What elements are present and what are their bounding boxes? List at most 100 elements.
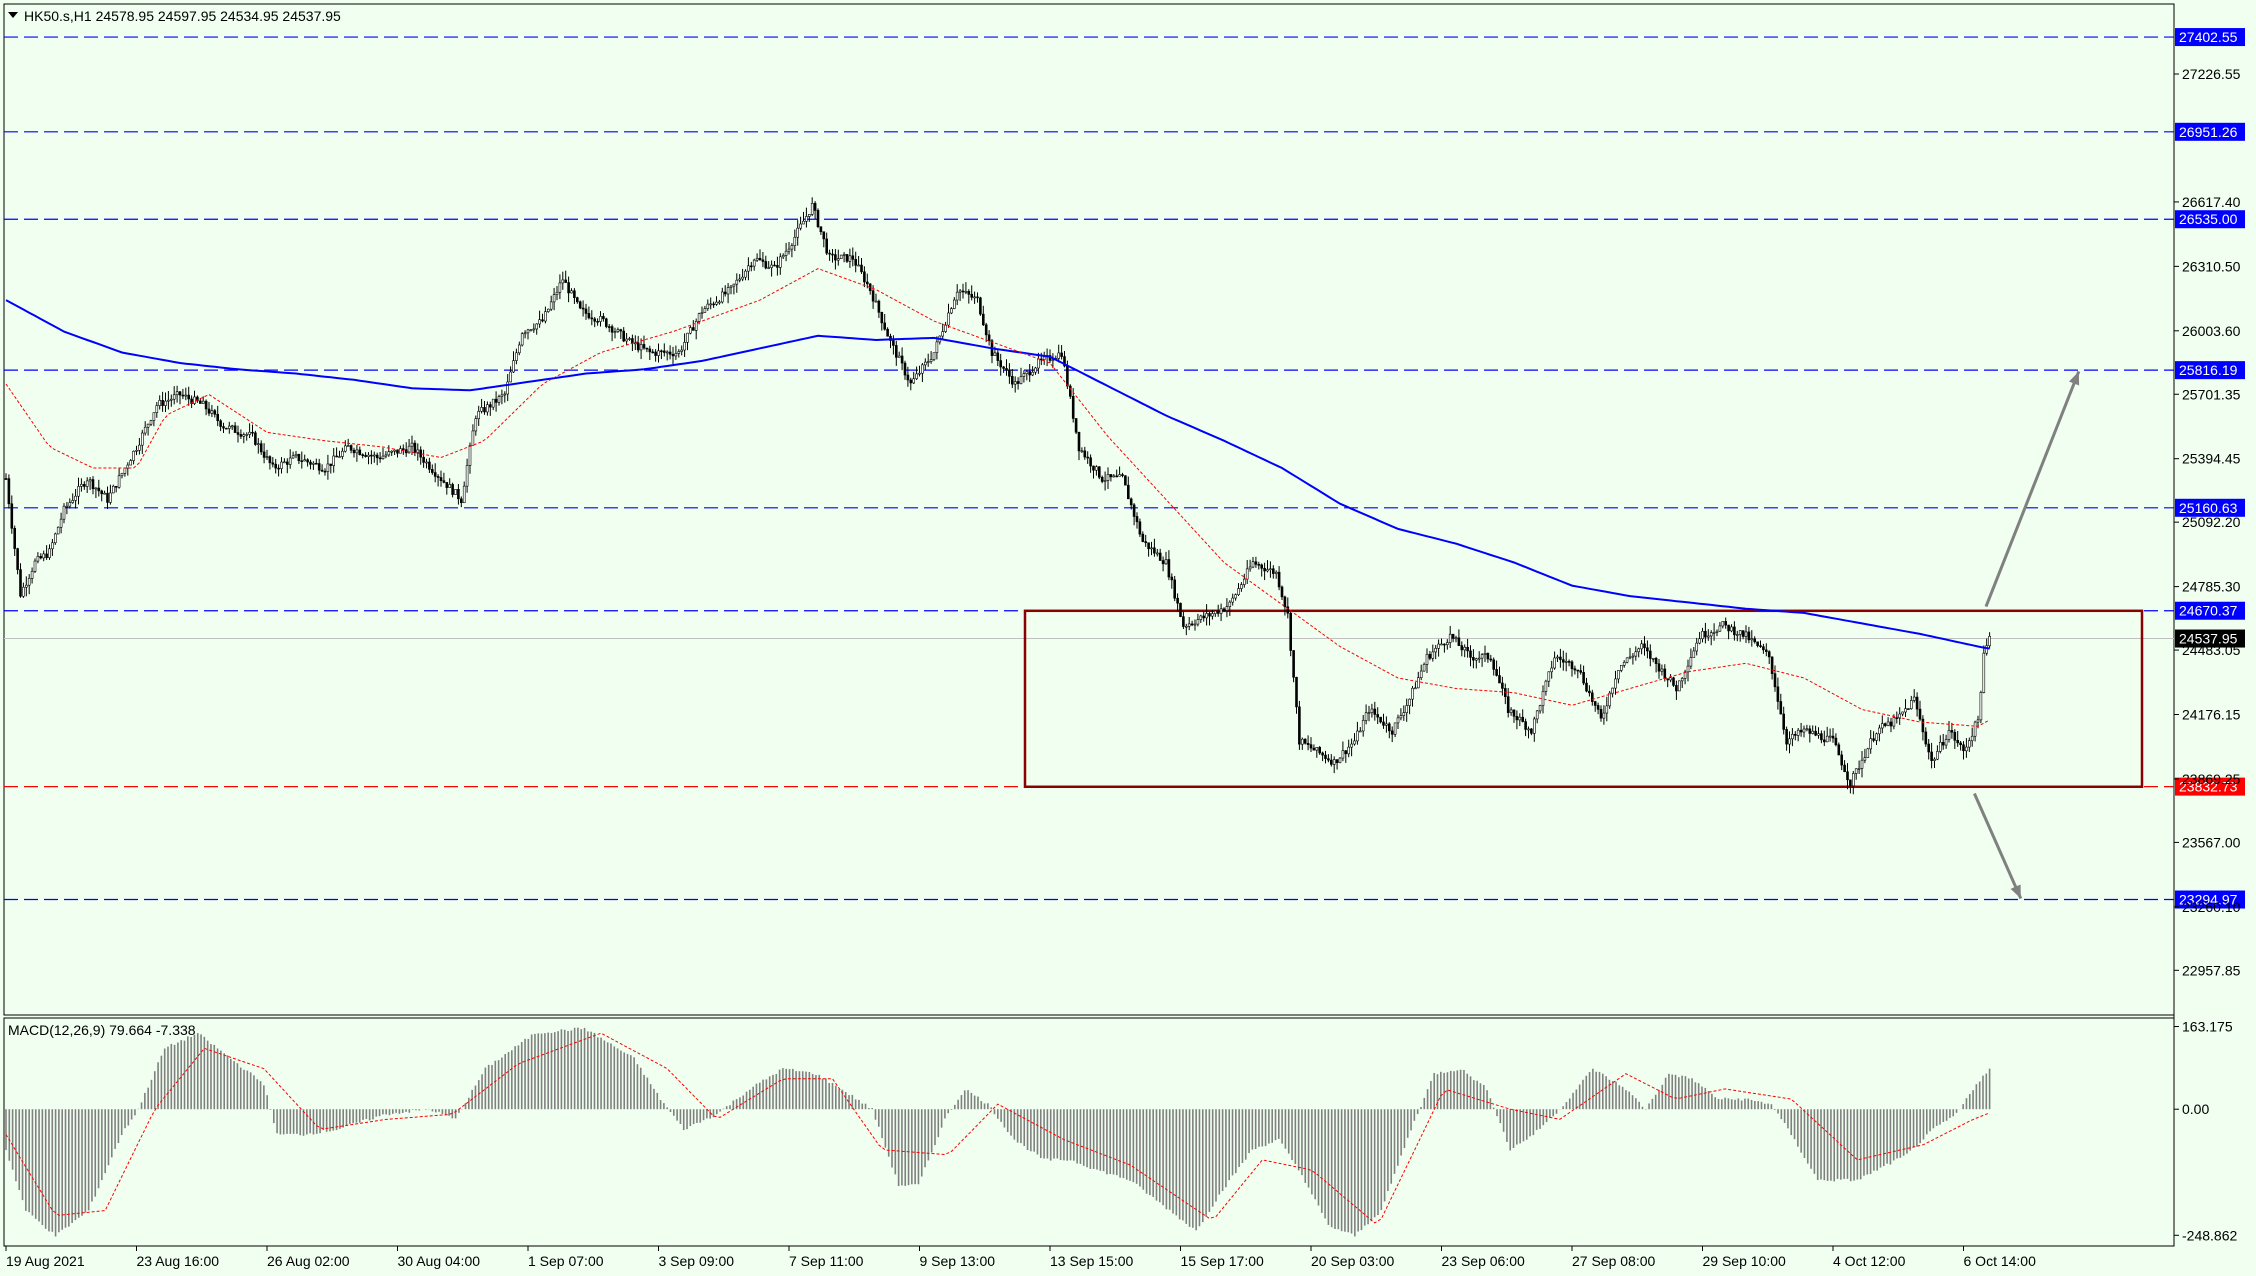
candle-body [161, 400, 164, 406]
candle-body [358, 449, 362, 455]
candle-body [1356, 730, 1359, 742]
candle-body [1927, 743, 1930, 753]
candle-body [1918, 708, 1922, 720]
candle-body [1303, 738, 1307, 744]
candle-body [483, 407, 486, 413]
candle-body [1846, 771, 1849, 781]
candle-body [1837, 744, 1841, 756]
time-tick-label: 19 Aug 2021 [6, 1253, 85, 1269]
candle-body [810, 203, 814, 215]
candle-body [1228, 601, 1232, 607]
candle-body [639, 344, 643, 351]
candle-body [1704, 630, 1707, 638]
candle-body [976, 296, 979, 299]
candle-body [906, 374, 910, 381]
candle-body [1654, 657, 1658, 665]
candle-body [1060, 352, 1063, 357]
candle-body [1814, 730, 1817, 736]
candle-body [825, 238, 829, 254]
candle-body [1219, 608, 1223, 614]
candle-body [1767, 651, 1771, 658]
candle-body [1828, 735, 1832, 738]
candle-body [526, 329, 530, 334]
macd-header: MACD(12,26,9) 79.664 -7.338 [8, 1022, 196, 1038]
candle-body [1254, 561, 1258, 565]
candle-body [709, 303, 713, 306]
candle-body [1460, 645, 1464, 651]
candle-body [1202, 615, 1205, 619]
time-axis[interactable]: 19 Aug 2021 23 Aug 16:00 26 Aug 02:00 30 Au… [5, 1246, 2036, 1269]
candle-body [288, 457, 292, 465]
candle-body [27, 578, 31, 586]
candle-body [85, 480, 89, 487]
candle-body [1417, 677, 1420, 689]
candle-body [53, 533, 57, 544]
candle-body [361, 454, 365, 456]
candle-body [193, 396, 196, 404]
candle-body [1512, 709, 1516, 717]
candle-body [329, 463, 333, 466]
candle-body [181, 394, 185, 397]
candle-body [1866, 748, 1870, 758]
candle-body [567, 282, 570, 294]
candle-body [573, 290, 576, 298]
candle-body [671, 353, 675, 357]
candle-body [1588, 690, 1591, 694]
price-tick-label: 26310.50 [2182, 258, 2241, 274]
candle-body [1521, 716, 1524, 722]
candle-body [625, 338, 628, 342]
candle-body [216, 413, 219, 422]
price-tick-label: 26003.60 [2182, 323, 2241, 339]
dropdown-triangle-icon[interactable] [8, 12, 18, 18]
candle-body [1179, 602, 1182, 617]
candle-body [1274, 571, 1278, 574]
candle-body [1533, 718, 1536, 734]
candle-body [256, 443, 260, 445]
candle-body [886, 328, 889, 337]
candle-body [1794, 734, 1797, 736]
candle-body [387, 451, 391, 456]
candle-body [854, 259, 858, 266]
current-price-tag [2175, 629, 2245, 648]
candle-body [1031, 371, 1034, 376]
candle-body [781, 255, 785, 258]
candle-body [56, 526, 60, 535]
candle-body [1608, 692, 1611, 707]
candle-body [1675, 685, 1678, 692]
candle-body [471, 430, 475, 446]
candle-body [1237, 588, 1240, 596]
candle-body [1741, 630, 1745, 637]
candle-body [1617, 670, 1620, 680]
candle-body [955, 291, 959, 301]
candle-body [1765, 649, 1768, 652]
candle-body [1944, 739, 1948, 746]
candle-body [88, 479, 92, 482]
candle-body [480, 407, 483, 412]
candle-body [1037, 358, 1040, 369]
candle-body [593, 318, 597, 322]
candle-body [1034, 367, 1037, 373]
candle-body [1535, 710, 1539, 720]
candle-body [396, 449, 399, 454]
candle-body [1069, 385, 1072, 397]
price-tick-label: 27226.55 [2182, 66, 2241, 82]
candle-body [207, 408, 211, 414]
candle-body [1370, 708, 1374, 713]
candle-body [204, 400, 208, 410]
candle-body [230, 425, 234, 428]
price-axis[interactable]: 27226.55 26617.40 26310.50 26003.60 25701.35… [2174, 66, 2241, 1243]
candle-body [1501, 682, 1504, 689]
candle-body [1985, 645, 1988, 654]
candle-body [219, 420, 222, 427]
candle-body [1959, 742, 1962, 746]
candle-body [1718, 625, 1722, 632]
candle-body [1475, 658, 1478, 661]
candle-body [602, 316, 605, 320]
candle-body [1129, 498, 1133, 506]
candle-body [297, 453, 301, 462]
candle-body [1150, 547, 1153, 550]
candle-body [596, 320, 599, 323]
candle-body [1396, 717, 1400, 724]
candle-body [1622, 661, 1626, 666]
